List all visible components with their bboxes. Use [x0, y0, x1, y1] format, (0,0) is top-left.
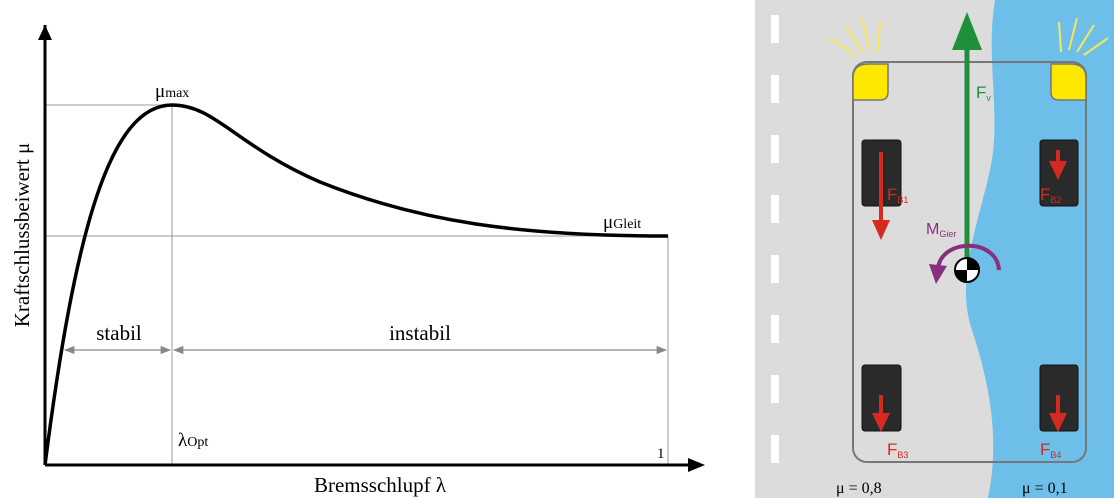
axes [45, 25, 690, 465]
text-part: M [926, 221, 939, 238]
text-part: B2 [1050, 195, 1061, 205]
text-part: B3 [897, 450, 908, 460]
text-part: F [887, 185, 897, 204]
text-part: v [986, 93, 991, 103]
text-part: Gier [939, 229, 956, 239]
text-part: F [1040, 440, 1050, 459]
text-part: max [165, 86, 189, 101]
x-arrowhead [688, 458, 705, 472]
text-part: F [887, 440, 897, 459]
region-label: stabil [96, 321, 142, 345]
text-part: Opt [187, 435, 208, 450]
center-of-gravity [955, 258, 979, 282]
region-label: instabil [389, 321, 451, 345]
text-part: F [976, 83, 986, 102]
x-axis-label: Bremsschlupf λ [314, 473, 447, 497]
mu-max-label: μmax [155, 81, 189, 102]
slip-curve-graph: μmax μGleit λOpt 1 stabil instabil Brems… [10, 25, 705, 497]
x-end-label: 1 [657, 446, 665, 462]
text-part: μ [603, 212, 613, 233]
friction-left-label: μ = 0,8 [836, 480, 882, 497]
slip-curve [45, 105, 668, 465]
text-part: μ [155, 81, 165, 102]
text-part: B1 [897, 195, 908, 205]
mu-gleit-label: μGleit [603, 212, 641, 233]
text-part: B4 [1050, 450, 1061, 460]
friction-right-label: μ = 0,1 [1022, 480, 1068, 497]
vehicle-diagram: FB1 FB2 FB3 FB4 Fv MGier μ = 0,8 μ = 0,1 [755, 0, 1114, 498]
y-axis-label: Kraftschlussbeiwert μ [10, 143, 34, 327]
lambda-opt-label: λOpt [178, 430, 208, 451]
text-part: Gleit [613, 217, 641, 232]
page: μmax μGleit λOpt 1 stabil instabil Brems… [0, 0, 1114, 498]
text-part: F [1040, 185, 1050, 204]
guide-lines [45, 105, 668, 465]
y-arrowhead [38, 25, 52, 40]
